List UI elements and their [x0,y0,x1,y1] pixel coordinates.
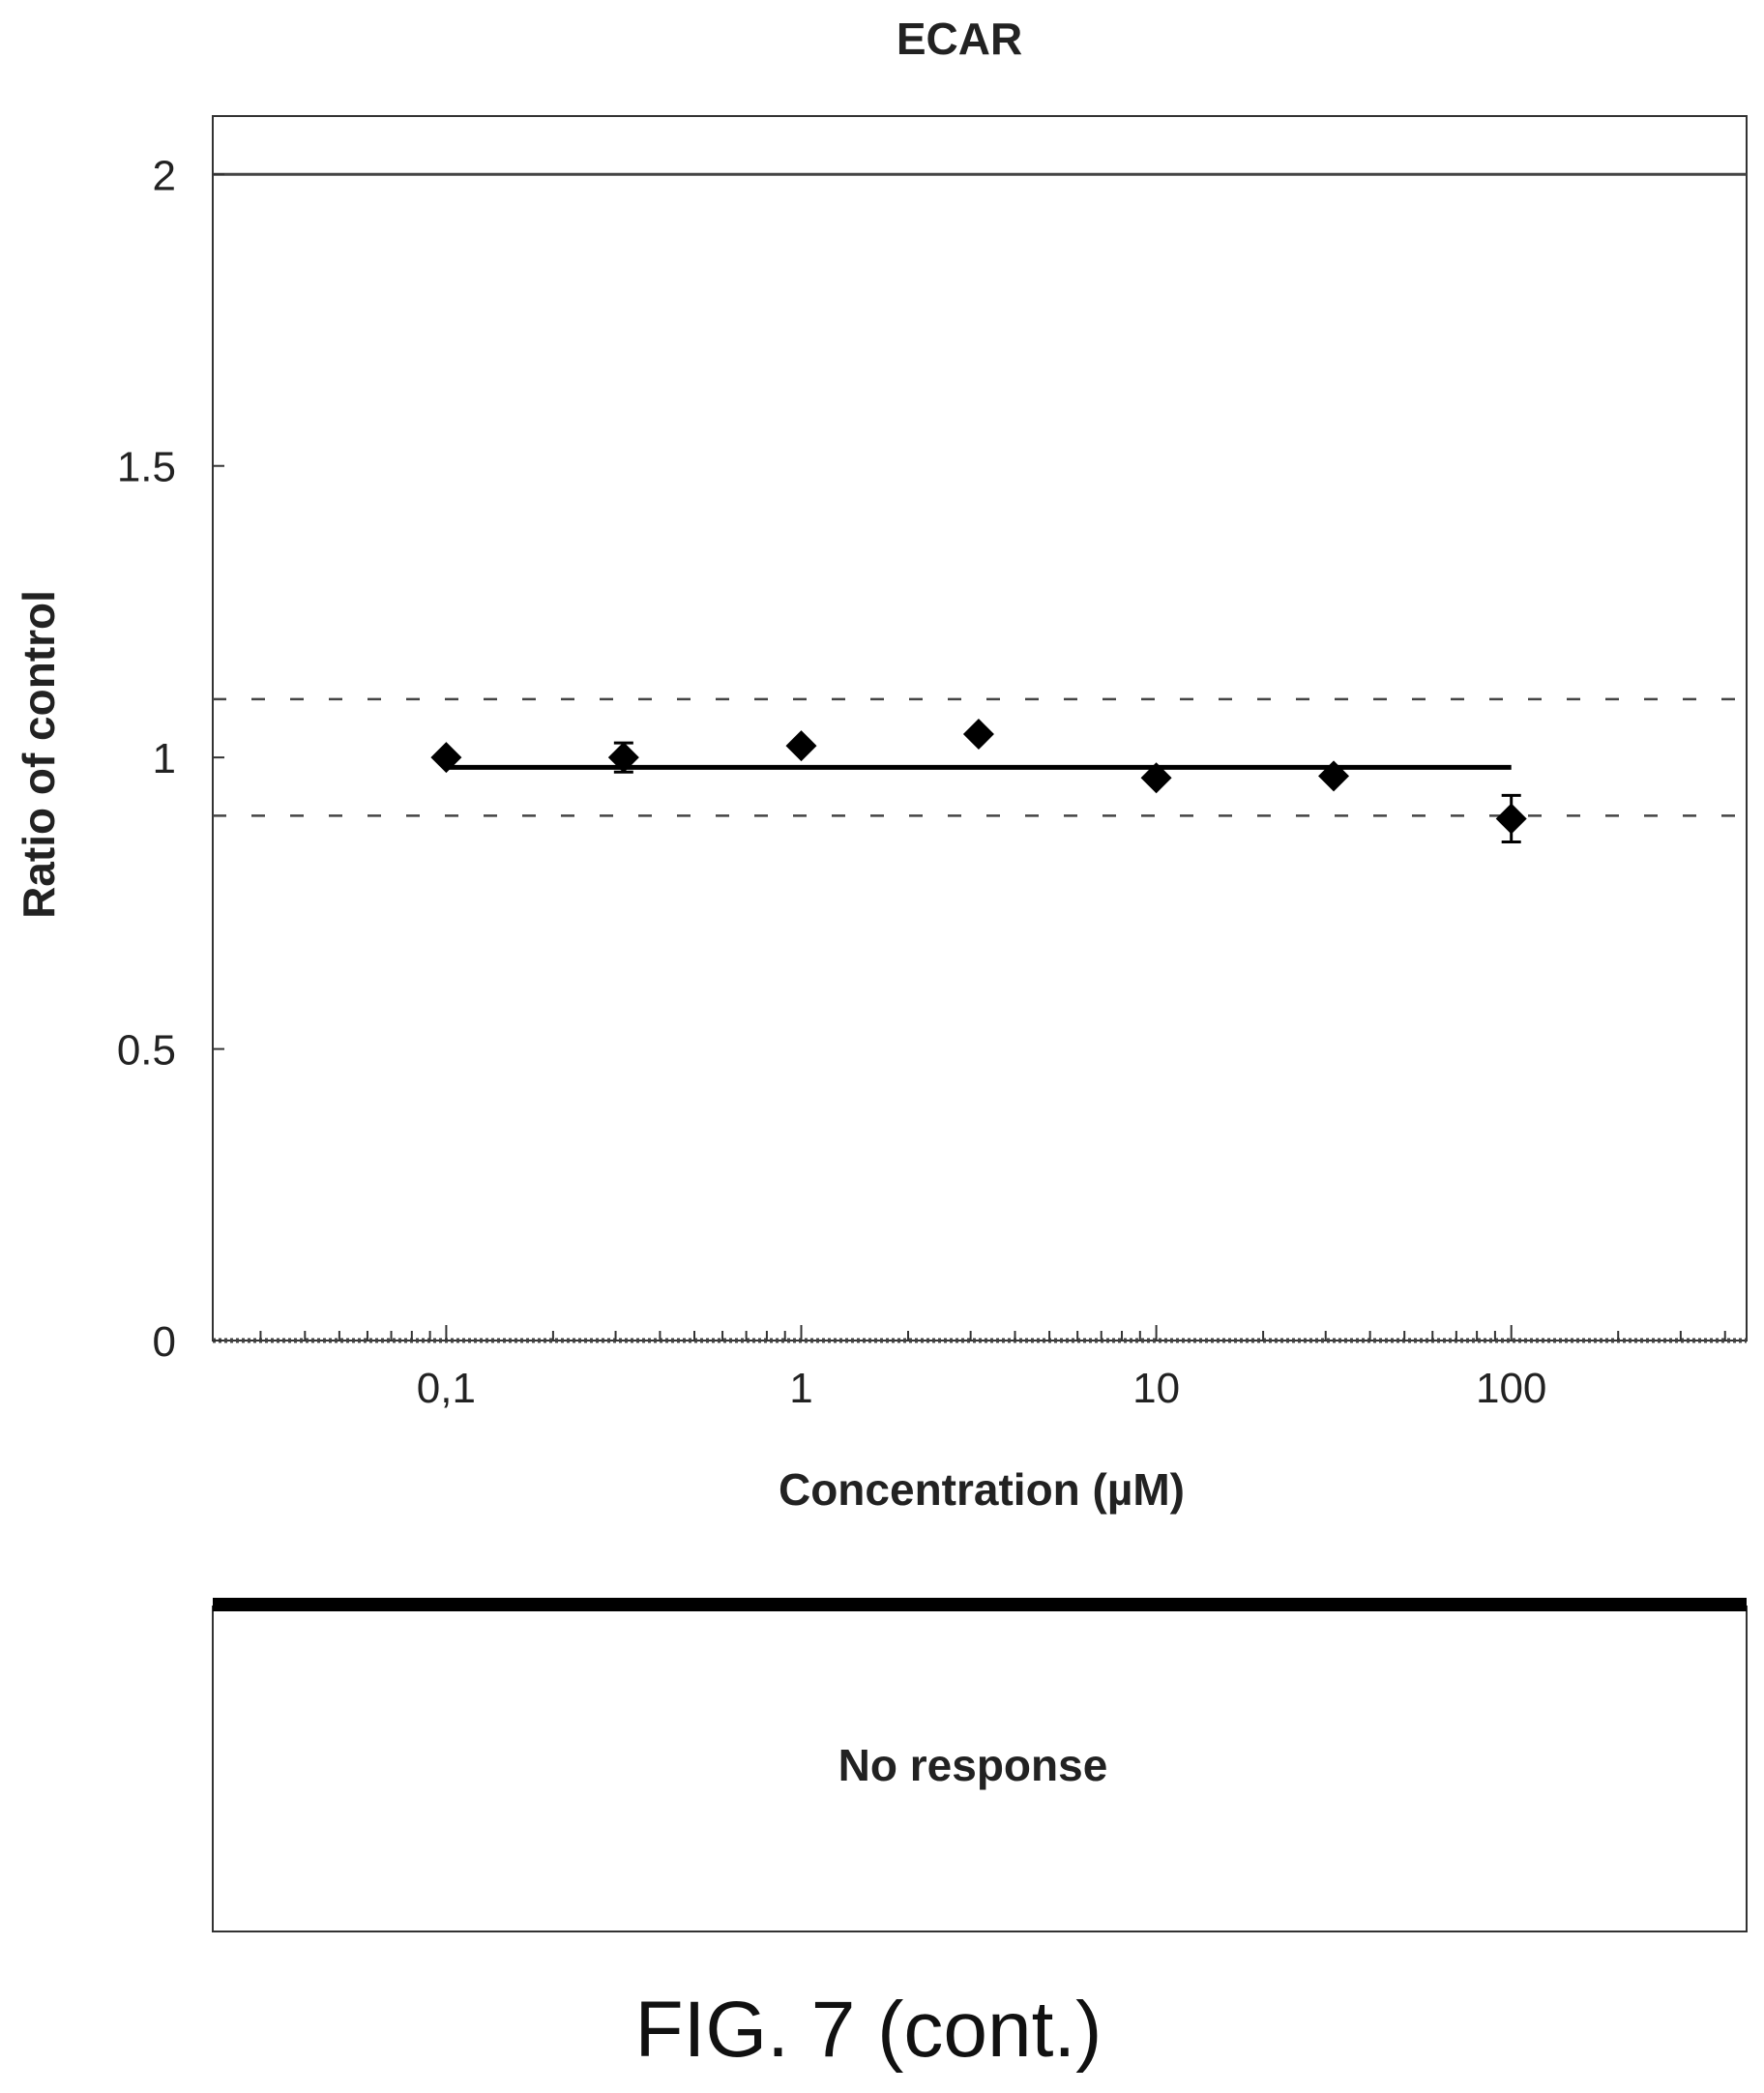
data-point-6 [1495,803,1527,835]
y-tick-label-4: 2 [153,152,176,199]
result-box-frame [212,1606,1748,1932]
x-axis-label: Concentration (µM) [779,1464,1185,1515]
result-box-top-bar [213,1598,1747,1611]
data-point-4 [1140,762,1172,794]
result-box-text: No response [838,1740,1108,1790]
x-tick-label-2: 10 [1132,1365,1180,1412]
x-axis-ticks: 0,1 1 10 100 [259,1325,1726,1412]
data-point-2 [785,730,817,762]
data-point-0 [430,742,462,774]
data-point-5 [1318,760,1350,792]
chart-title: ECAR [897,14,1022,64]
x-tick-label-1: 1 [789,1365,812,1412]
y-tick-label-2: 1 [153,735,176,782]
result-box: No response [212,1598,1748,1932]
y-tick-label-0: 0 [153,1318,176,1366]
data-points [430,719,1527,835]
y-axis-label: Ratio of control [14,590,64,919]
y-axis-ticks: 0 0.5 1 1.5 2 [117,152,224,1366]
x-tick-label-3: 100 [1476,1365,1546,1412]
plot-area: 0,1 1 10 100 0 0.5 1 1.5 2 [117,115,1748,1412]
data-point-3 [962,719,994,751]
error-bars [613,741,1521,844]
figure-caption: FIG. 7 (cont.) [635,1986,1102,2074]
x-tick-label-0: 0,1 [417,1365,476,1412]
y-tick-label-1: 0.5 [117,1027,176,1075]
reference-lines [213,172,1747,1343]
data-point-1 [607,742,639,774]
y-tick-label-3: 1.5 [117,444,176,491]
